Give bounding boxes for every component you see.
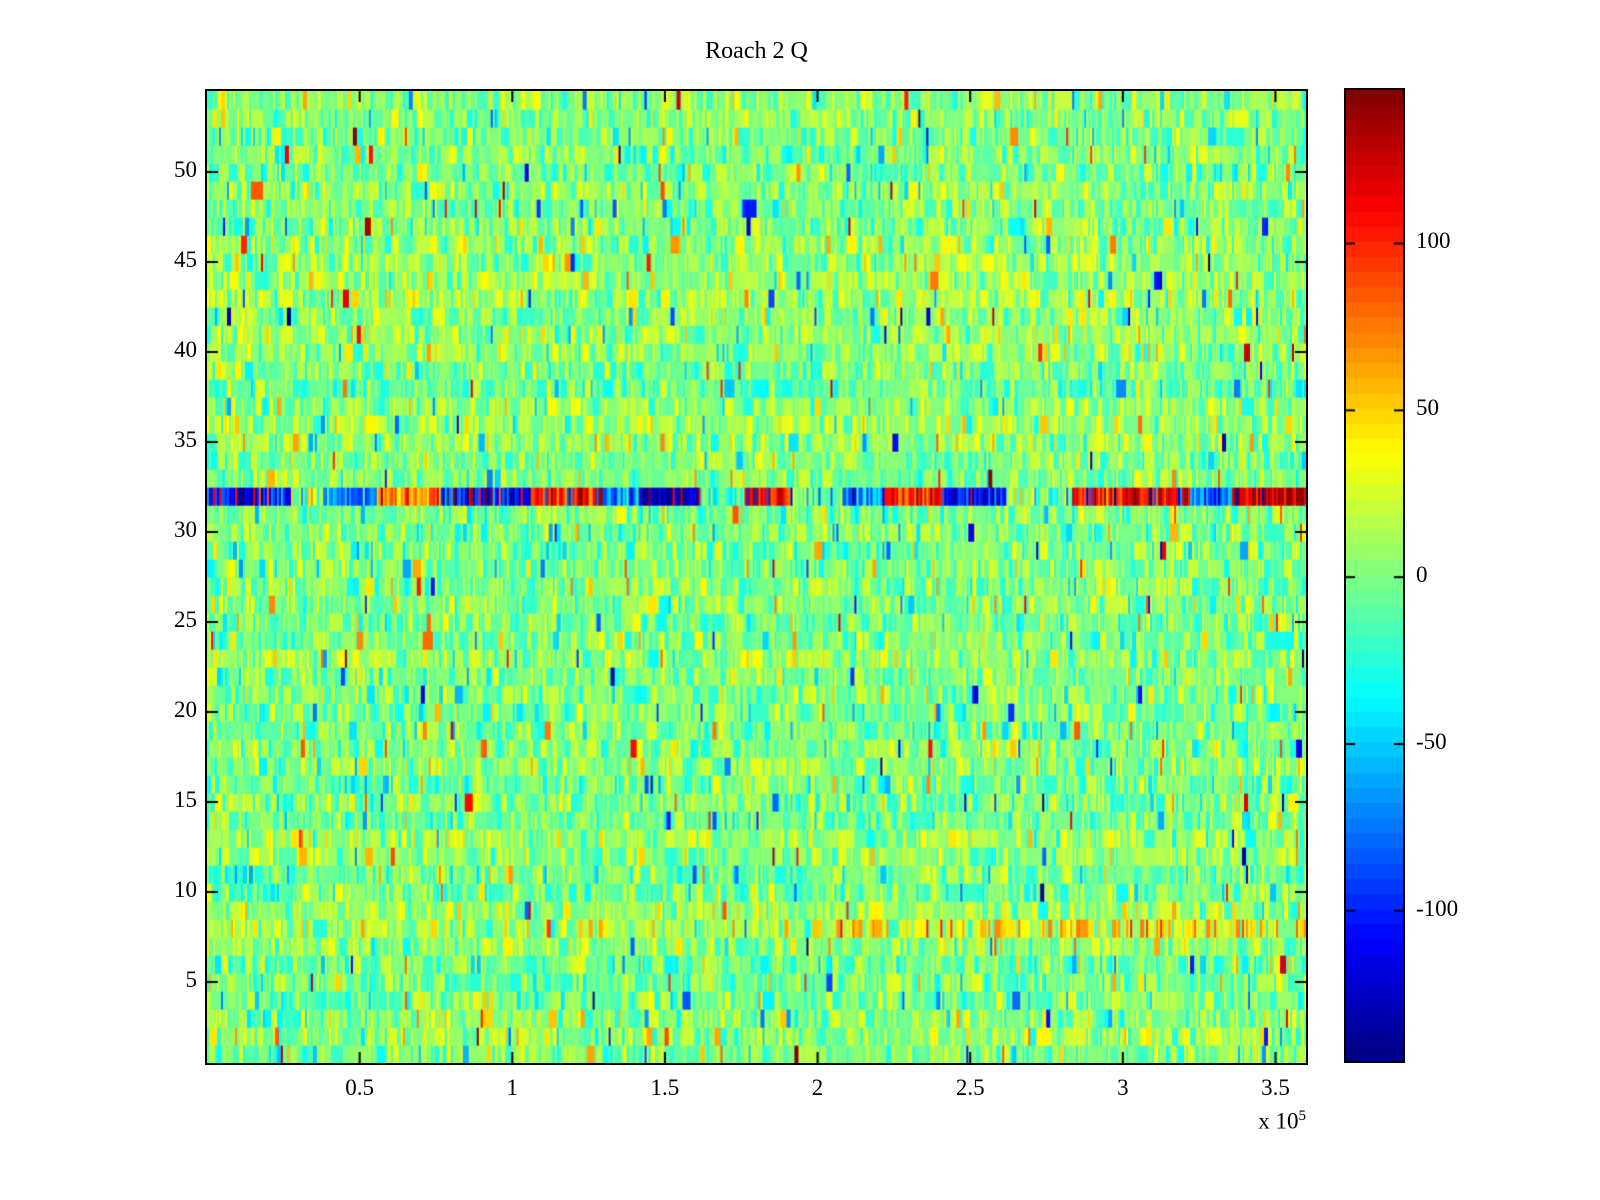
- x-tick-label: 2: [811, 1075, 824, 1100]
- x-multiplier-prefix: x 10: [1258, 1108, 1299, 1134]
- x-tick-label: 3.5: [1261, 1075, 1290, 1100]
- plot-title: Roach 2 Q: [705, 38, 808, 64]
- y-tick-label: 20: [174, 697, 197, 722]
- x-tick-label: 1: [506, 1075, 519, 1100]
- x-tick-label: 1.5: [650, 1075, 680, 1100]
- colorbar-tick-label: -50: [1416, 729, 1447, 754]
- heatmap-canvas: [207, 91, 1306, 1063]
- colorbar-tick-label: -100: [1416, 895, 1459, 921]
- y-tick-label: 25: [174, 607, 197, 632]
- y-tick-label: 35: [174, 427, 197, 452]
- colorbar-tick-label: 50: [1416, 395, 1439, 421]
- y-tick-label: 40: [174, 337, 197, 362]
- colorbar-tick-label: 0: [1416, 562, 1428, 588]
- y-tick-label: 5: [185, 967, 198, 992]
- colorbar: [1346, 90, 1403, 1061]
- x-multiplier-exponent: 5: [1298, 1108, 1307, 1124]
- y-tick-label: 45: [174, 247, 197, 272]
- y-tick-label: 50: [174, 157, 197, 182]
- y-tick-label: 10: [174, 877, 197, 902]
- colorbar-tick-label: 100: [1416, 228, 1451, 254]
- x-tick-label: 0.5: [345, 1075, 374, 1100]
- x-tick-label: 3: [1117, 1075, 1129, 1100]
- x-axis-multiplier: x 105: [1146, 1108, 1306, 1135]
- y-tick-label: 15: [174, 787, 197, 812]
- x-tick-label: 2.5: [955, 1075, 985, 1100]
- y-tick-label: 30: [174, 517, 197, 542]
